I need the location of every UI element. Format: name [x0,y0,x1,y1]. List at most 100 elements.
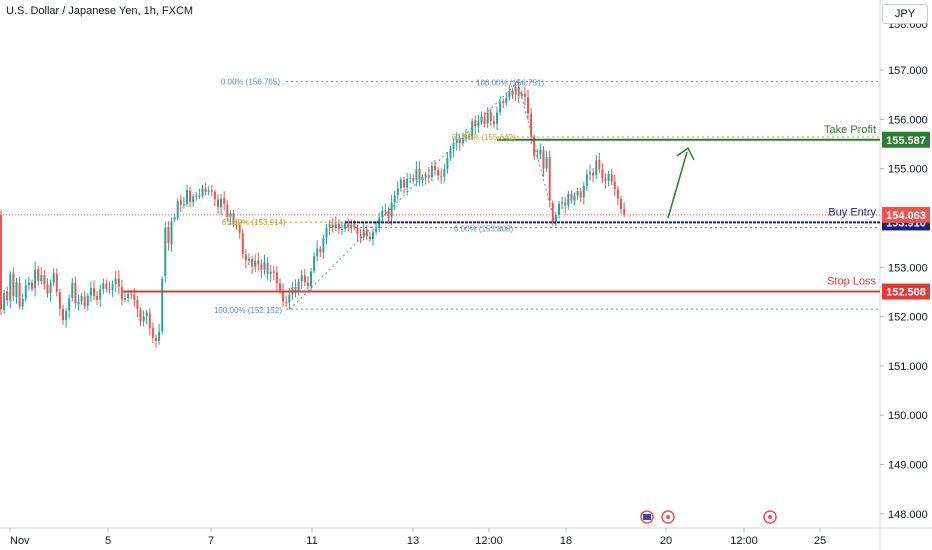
candle-body [443,169,446,177]
candle-body [288,294,291,303]
candle-body [449,148,452,158]
candle-body [241,233,244,254]
candle-body [108,288,111,291]
candle-body [337,223,340,229]
candle-body [266,262,269,274]
candle-body [372,232,374,239]
candlestick-series [0,78,626,348]
candle-body [275,272,278,284]
candle-body [46,284,49,294]
candle-body [421,178,424,181]
candle-body [6,291,9,301]
candle-body [96,295,99,300]
candle-body [99,289,102,300]
price-tag-label: 155.587 [886,135,926,147]
current-price-tag-box [882,206,930,223]
candle-body [179,200,182,205]
candle-body [254,260,257,267]
candle-body [564,202,567,206]
candle-body [356,227,359,235]
candle-body [520,94,523,97]
candle-body [251,258,254,267]
candle-body [424,175,427,179]
candle-body [492,121,495,125]
candle-body [334,223,337,228]
candle-body [393,195,396,203]
candle-body [604,178,607,182]
candle-body [319,248,322,253]
candle-body [514,87,517,95]
candle-body [130,293,133,295]
candle-body [418,168,421,180]
time-tick-label: 13 [407,535,419,547]
candle-body [204,188,207,193]
candle-body [77,301,80,305]
candle-body [164,227,167,277]
candle-body [403,179,405,188]
candle-body [471,120,474,136]
candle-body [561,202,564,204]
candle-body [489,112,492,121]
candle-body [474,120,477,127]
candle-body [71,283,74,298]
candle-body [167,227,170,243]
candle-body [341,229,343,231]
candle-body [570,193,573,201]
candle-body [390,202,393,218]
currency-selector[interactable]: JPY [882,4,928,24]
candle-body [598,159,601,170]
candle-body [589,172,591,175]
candle-body [148,313,151,328]
time-tick-label: 7 [208,535,214,547]
candle-body [573,195,576,201]
candle-body [533,136,536,156]
candle-body [306,282,309,287]
fib-level-label: 0.00% (153.808) [454,224,513,233]
candle-body [316,248,319,257]
candle-body [530,113,533,137]
candle-body [127,293,130,299]
candle-body [80,296,83,302]
candle-body [117,278,120,287]
candle-body [595,160,598,176]
time-tick-label: 12:00 [475,535,503,547]
candle-body [427,175,430,178]
candle-body [3,292,6,310]
candle-body [65,310,68,320]
candle-body [536,154,539,157]
candle-body [328,224,331,228]
symbol-title: U.S. Dollar / Japanese Yen, 1h, FXCM [6,5,194,17]
candle-body [452,142,455,149]
candle-body [285,301,288,303]
candle-body [567,194,570,206]
candle-body [192,196,195,203]
candle-body [0,215,2,310]
candle-body [37,269,40,281]
candle-body [412,178,415,181]
candle-body [9,274,12,301]
candle-body [173,217,176,220]
candle-body [384,210,387,212]
candle-body [201,188,204,196]
candle-body [93,288,95,296]
time-tick-label: 11 [306,535,317,547]
candle-body [511,91,514,95]
candle-body [120,287,123,300]
candle-body [396,188,399,196]
candle-body [592,172,595,176]
candle-body [213,191,216,200]
price-tick-label: 149.000 [888,460,928,472]
candle-body [24,285,27,299]
candle-body [610,174,613,182]
candle-body [601,169,604,179]
candle-body [151,328,154,338]
candle-body [576,191,579,196]
candle-body [12,273,15,297]
candle-body [124,298,126,300]
candle-body [198,195,201,197]
candle-body [89,288,92,296]
candle-body [142,316,145,322]
candle-body [607,173,610,181]
